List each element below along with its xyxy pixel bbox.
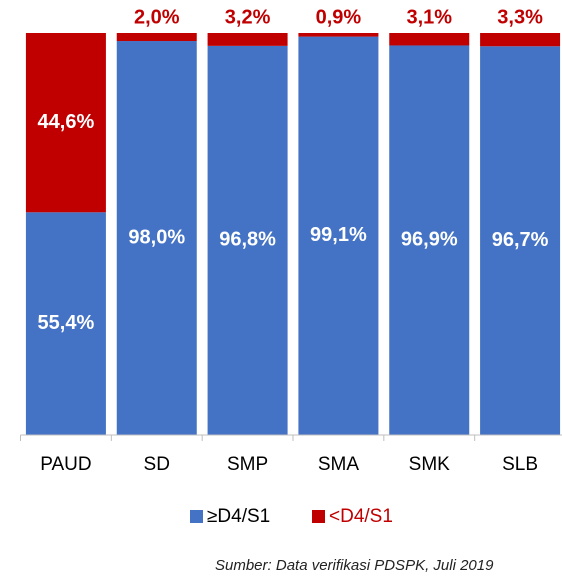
- x-tick-label: SD: [144, 454, 170, 475]
- x-tick-label: SLB: [502, 454, 538, 475]
- bar-segment: [116, 33, 197, 42]
- data-label: 3,2%: [225, 6, 271, 28]
- data-label: 3,1%: [406, 6, 452, 28]
- legend-label: ≥D4/S1: [207, 506, 270, 527]
- data-label: 96,8%: [219, 229, 276, 251]
- data-label: 2,0%: [134, 6, 180, 28]
- bar-segment: [389, 45, 470, 435]
- data-label: 96,7%: [492, 229, 549, 251]
- x-tick-label: SMK: [409, 454, 451, 475]
- legend-label: <D4/S1: [329, 506, 393, 527]
- data-label: 99,1%: [310, 224, 367, 246]
- bar-segment: [480, 46, 561, 436]
- data-label: 0,9%: [316, 6, 362, 28]
- data-label: 3,3%: [497, 6, 543, 28]
- bar-segment: [116, 41, 197, 435]
- source-note: Sumber: Data verifikasi PDSPK, Juli 2019: [215, 557, 494, 574]
- bar-segment: [298, 33, 379, 37]
- bar-segment: [207, 45, 288, 435]
- data-label: 98,0%: [128, 226, 185, 248]
- x-tick-label: SMP: [227, 454, 268, 475]
- data-label: 96,9%: [401, 229, 458, 251]
- x-tick-label: PAUD: [40, 454, 91, 475]
- bar-segment: [207, 33, 288, 46]
- bar-segment: [298, 36, 379, 435]
- data-label: 44,6%: [38, 111, 95, 133]
- bar-segment: [25, 212, 106, 435]
- x-tick-label: SMA: [318, 454, 360, 475]
- data-label: 55,4%: [38, 312, 95, 334]
- legend-swatch: [190, 510, 203, 523]
- bar-segment: [389, 33, 470, 46]
- bar-segment: [480, 33, 561, 47]
- legend-swatch: [312, 510, 325, 523]
- bar-segment: [25, 33, 106, 213]
